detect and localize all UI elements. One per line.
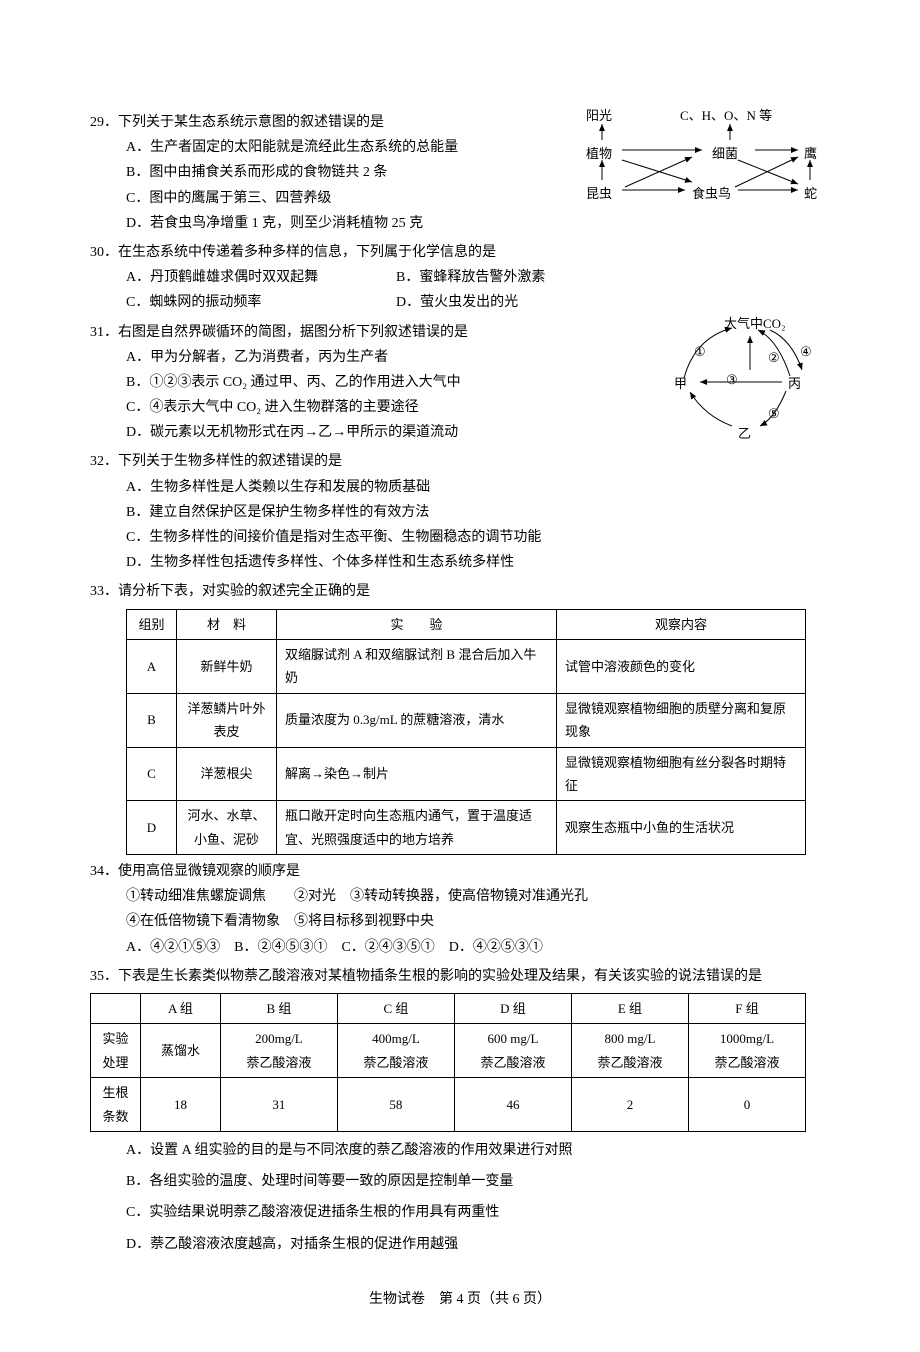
- q33-h3: 观察内容: [557, 609, 806, 639]
- fw-chon: C、H、O、N 等: [680, 104, 772, 127]
- question-32: 32． 下列关于生物多样性的叙述错误的是 A．生物多样性是人类赖以生存和发展的物…: [90, 449, 830, 575]
- q35-stem: 下表是生长素类似物萘乙酸溶液对某植物插条生根的影响的实验处理及结果，有关该实验的…: [118, 964, 830, 989]
- question-35: 35． 下表是生长素类似物萘乙酸溶液对某植物插条生根的影响的实验处理及结果，有关…: [90, 964, 830, 1257]
- cc-yi: 乙: [738, 422, 751, 445]
- q30-num: 30．: [90, 240, 118, 265]
- q29-num: 29．: [90, 110, 118, 135]
- q33-row-b: B 洋葱鳞片叶外表皮 质量浓度为 0.3g/mL 的蔗糖溶液，清水 显微镜观察植…: [127, 693, 806, 747]
- q30-opt-d: D．萤火虫发出的光: [396, 290, 518, 315]
- q35-opt-c: C．实验结果说明萘乙酸溶液促进插条生根的作用具有两重性: [126, 1200, 830, 1225]
- q32-opt-c: C．生物多样性的间接价值是指对生态平衡、生物圈稳态的调节功能: [126, 525, 830, 550]
- page-footer: 生物试卷 第 4 页（共 6 页）: [90, 1287, 830, 1312]
- foodweb-diagram: 阳光 C、H、O、N 等 植物 细菌 鹰 昆虫 食虫鸟 蛇: [580, 102, 840, 212]
- question-30: 30． 在生态系统中传递着多种多样的信息，下列属于化学信息的是 A．丹顶鹤雌雄求…: [90, 240, 830, 316]
- q30-opt-a: A．丹顶鹤雌雄求偶时双双起舞: [126, 265, 396, 290]
- q30-opt-c: C．蜘蛛网的振动频率: [126, 290, 396, 315]
- q29-opt-d: D．若食虫鸟净增重 1 克，则至少消耗植物 25 克: [126, 211, 830, 236]
- q34-num: 34．: [90, 859, 118, 884]
- q33-row-c: C 洋葱根尖 解离→染色→制片 显微镜观察植物细胞有丝分裂各时期特征: [127, 747, 806, 801]
- fw-plant: 植物: [586, 142, 612, 165]
- fw-bacteria: 细菌: [712, 142, 738, 165]
- q33-h2: 实 验: [277, 609, 557, 639]
- q33-row-a: A 新鲜牛奶 双缩脲试剂 A 和双缩脲试剂 B 混合后加入牛奶 试管中溶液颜色的…: [127, 639, 806, 693]
- fw-eagle: 鹰: [804, 142, 817, 165]
- fw-bird: 食虫鸟: [692, 182, 731, 205]
- q35-opt-d: D．萘乙酸溶液浓度越高，对插条生根的促进作用越强: [126, 1232, 830, 1257]
- q31-num: 31．: [90, 320, 118, 345]
- q33-table: 组别 材 料 实 验 观察内容 A 新鲜牛奶 双缩脲试剂 A 和双缩脲试剂 B …: [126, 609, 806, 856]
- cc-n2: ②: [768, 346, 780, 369]
- q35-opt-b: B．各组实验的温度、处理时间等要一致的原因是控制单一变量: [126, 1169, 830, 1194]
- q33-h1: 材 料: [177, 609, 277, 639]
- question-31: 31． 右图是自然界碳循环的简图，据图分析下列叙述错误的是 A．甲为分解者，乙为…: [90, 320, 830, 446]
- cc-n4: ④: [800, 340, 812, 363]
- q35-opt-a: A．设置 A 组实验的目的是与不同浓度的萘乙酸溶液的作用效果进行对照: [126, 1138, 830, 1163]
- q34-items: ①转动细准焦螺旋调焦 ②对光 ③转动转换器，使高倍物镜对准通光孔 ④在低倍物镜下…: [126, 884, 830, 934]
- cc-jia: 甲: [674, 372, 687, 395]
- q35-num: 35．: [90, 964, 118, 989]
- question-29: 29． 下列关于某生态系统示意图的叙述错误的是 A．生产者固定的太阳能就是流经此…: [90, 110, 830, 236]
- cc-atm: 大气中CO₂: [724, 312, 786, 335]
- q34-opts: A．④②①⑤③ B．②④⑤③① C．②④③⑤① D．④②⑤③①: [126, 935, 830, 960]
- question-33: 33． 请分析下表，对实验的叙述完全正确的是 组别 材 料 实 验 观察内容 A…: [90, 579, 830, 855]
- q34-stem: 使用高倍显微镜观察的顺序是: [118, 859, 830, 884]
- q33-num: 33．: [90, 579, 118, 604]
- q35-row2: 生根条数 18 31 58 46 2 0: [91, 1078, 806, 1132]
- fw-insect: 昆虫: [586, 182, 612, 205]
- cc-bing: 丙: [788, 372, 801, 395]
- q32-opt-d: D．生物多样性包括遗传多样性、个体多样性和生态系统多样性: [126, 550, 830, 575]
- cc-n1: ①: [694, 340, 706, 363]
- fw-sun: 阳光: [586, 104, 612, 127]
- cc-n5: ⑤: [768, 402, 780, 425]
- question-34: 34． 使用高倍显微镜观察的顺序是 ①转动细准焦螺旋调焦 ②对光 ③转动转换器，…: [90, 859, 830, 960]
- cc-n3: ③: [726, 368, 738, 391]
- q32-opt-b: B．建立自然保护区是保护生物多样性的有效方法: [126, 500, 830, 525]
- q30-stem: 在生态系统中传递着多种多样的信息，下列属于化学信息的是: [118, 240, 830, 265]
- q35-row1: 实验处理 蒸馏水 200mg/L 萘乙酸溶液 400mg/L 萘乙酸溶液 600…: [91, 1024, 806, 1078]
- q35-table: A 组 B 组 C 组 D 组 E 组 F 组 实验处理 蒸馏水 200mg/L…: [90, 993, 806, 1132]
- fw-snake: 蛇: [804, 182, 817, 205]
- q32-num: 32．: [90, 449, 118, 474]
- q33-h0: 组别: [127, 609, 177, 639]
- q32-stem: 下列关于生物多样性的叙述错误的是: [118, 449, 830, 474]
- q30-opt-b: B．蜜蜂释放告警外激素: [396, 265, 545, 290]
- q33-stem: 请分析下表，对实验的叙述完全正确的是: [118, 579, 830, 604]
- q33-row-d: D 河水、水草、小鱼、泥砂 瓶口敞开定时向生态瓶内通气，置于温度适宜、光照强度适…: [127, 801, 806, 855]
- q32-opt-a: A．生物多样性是人类赖以生存和发展的物质基础: [126, 475, 830, 500]
- carbon-cycle-diagram: 大气中CO₂ 甲 丙 乙 ① ② ③ ④ ⑤: [660, 308, 840, 448]
